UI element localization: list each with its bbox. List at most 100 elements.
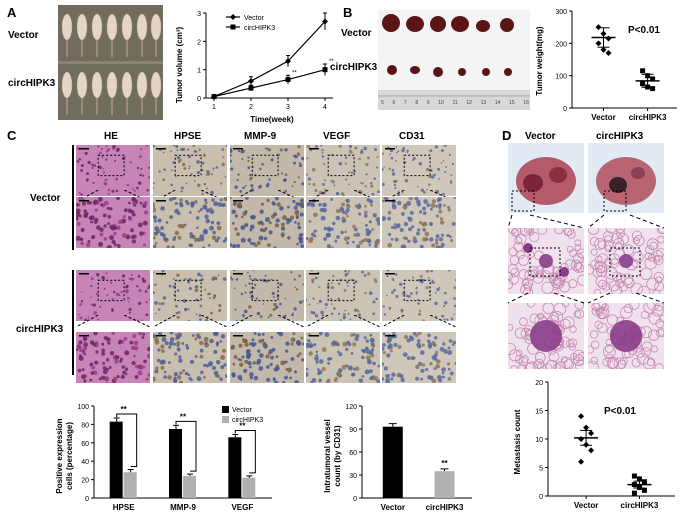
- cell-nucleus: [364, 369, 370, 375]
- cell-nucleus: [95, 350, 99, 354]
- cell-nucleus: [416, 342, 421, 348]
- cell-nucleus: [440, 242, 445, 247]
- cell-nucleus: [183, 223, 187, 227]
- cell-nucleus: [167, 375, 172, 380]
- cell-nucleus: [211, 365, 217, 371]
- data-point: [248, 85, 254, 91]
- cell-nucleus: [397, 190, 400, 193]
- cell-nucleus: [145, 377, 149, 381]
- cell-nucleus: [199, 208, 203, 212]
- lung-histology-vector-low: [508, 228, 584, 294]
- scale-bar: [156, 200, 166, 202]
- alveolus: [529, 313, 540, 324]
- data-point: [322, 18, 328, 25]
- cell-nucleus: [438, 209, 443, 214]
- cell-nucleus: [153, 207, 157, 213]
- alveolus: [653, 254, 664, 266]
- cell-nucleus: [194, 355, 198, 358]
- cell-nucleus: [77, 368, 82, 373]
- cell-nucleus: [364, 210, 368, 215]
- cell-nucleus: [371, 228, 375, 231]
- alveolus: [520, 284, 532, 294]
- cell-nucleus: [327, 227, 332, 232]
- cell-nucleus: [184, 277, 187, 280]
- cell-nucleus: [443, 304, 446, 308]
- cell-nucleus: [431, 199, 436, 204]
- bar-circhipk3: [434, 471, 455, 498]
- cell-nucleus: [377, 364, 380, 368]
- lung-photo-vector: [508, 143, 584, 213]
- cell-nucleus: [329, 357, 333, 361]
- cell-nucleus: [279, 302, 282, 306]
- cell-nucleus: [346, 272, 349, 275]
- cell-nucleus: [441, 367, 446, 372]
- cell-nucleus: [312, 182, 316, 186]
- alveolus: [572, 252, 584, 264]
- alveolus: [644, 257, 657, 270]
- cell-nucleus: [369, 337, 375, 343]
- cell-nucleus: [153, 182, 155, 185]
- cell-nucleus: [231, 372, 235, 376]
- cell-nucleus: [361, 348, 365, 353]
- cell-nucleus: [84, 318, 88, 321]
- cell-nucleus: [332, 221, 336, 226]
- alveolus: [632, 251, 644, 263]
- cell-nucleus: [131, 279, 134, 282]
- alveolus: [508, 272, 513, 281]
- cell-nucleus: [369, 181, 373, 185]
- cell-nucleus: [208, 361, 214, 366]
- cell-nucleus: [115, 355, 120, 360]
- cell-nucleus: [168, 197, 173, 202]
- cell-nucleus: [419, 274, 423, 278]
- cell-nucleus: [252, 286, 256, 290]
- significance-stars: **: [329, 59, 334, 65]
- cell-nucleus: [252, 361, 256, 365]
- alveolus: [508, 274, 519, 285]
- cell-nucleus: [194, 337, 198, 341]
- cell-nucleus: [382, 351, 386, 355]
- cell-nucleus: [394, 273, 398, 276]
- cell-nucleus: [299, 212, 304, 217]
- alveolus: [510, 365, 518, 369]
- cell-nucleus: [78, 313, 80, 316]
- ruler-tick: 16: [523, 100, 529, 106]
- cell-nucleus: [300, 336, 304, 340]
- histology-tile: [382, 270, 456, 321]
- cell-nucleus: [344, 270, 347, 273]
- cell-nucleus: [349, 149, 352, 152]
- cell-nucleus: [428, 174, 432, 179]
- cell-nucleus: [421, 363, 426, 367]
- cell-nucleus: [210, 173, 213, 176]
- cell-nucleus: [99, 305, 102, 308]
- cell-nucleus: [168, 284, 172, 288]
- cell-nucleus: [182, 299, 187, 303]
- cell-nucleus: [100, 203, 104, 207]
- cell-nucleus: [411, 225, 415, 229]
- alveolus: [602, 357, 612, 367]
- alveolus: [604, 244, 613, 253]
- cell-nucleus: [376, 166, 379, 169]
- cell-nucleus: [345, 280, 349, 284]
- scale-bar: [233, 335, 243, 337]
- data-point: [650, 76, 656, 82]
- cell-nucleus: [446, 234, 450, 238]
- alveolus: [560, 318, 571, 330]
- cell-nucleus: [193, 149, 197, 153]
- zoom-line: [123, 315, 150, 327]
- data-point: [285, 58, 291, 65]
- cell-nucleus: [230, 148, 233, 152]
- cell-nucleus: [91, 167, 94, 169]
- cell-nucleus: [167, 361, 171, 365]
- cell-nucleus: [338, 161, 343, 166]
- cell-nucleus: [450, 317, 454, 321]
- cell-nucleus: [176, 155, 181, 160]
- scale-bar: [79, 273, 89, 275]
- cell-nucleus: [178, 358, 183, 363]
- cell-nucleus: [87, 239, 91, 243]
- metastatic-nodule: [619, 254, 633, 268]
- cell-nucleus: [306, 157, 309, 160]
- cell-nucleus: [258, 235, 264, 241]
- cell-nucleus: [202, 229, 208, 235]
- cell-nucleus: [243, 368, 248, 373]
- cell-nucleus: [307, 201, 311, 206]
